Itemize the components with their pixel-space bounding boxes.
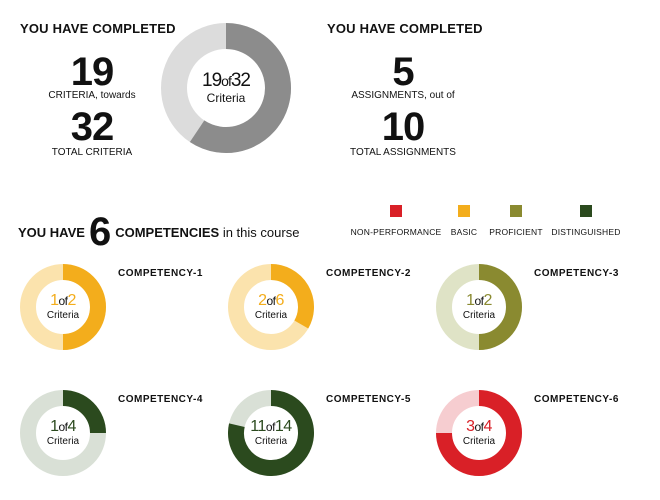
- assignments-completed-count: 5: [392, 50, 414, 94]
- competency-donut-caption: Criteria: [46, 310, 80, 321]
- competency-donut-completed: 11: [250, 418, 266, 435]
- criteria-donut-progress: [189, 23, 291, 153]
- criteria-donut-total: 32: [230, 70, 251, 91]
- competency-donut-fraction: 11of14: [250, 418, 292, 436]
- assignments-header: YOU HAVE COMPLETED: [327, 21, 483, 36]
- legend-swatch: [580, 205, 592, 217]
- competency-donut-of: of: [58, 420, 68, 434]
- competency-donut-6: 3of4 Criteria: [436, 390, 522, 476]
- criteria-completed-label: CRITERIA, towards: [48, 90, 136, 101]
- criteria-donut-fraction: 19of32: [202, 70, 251, 91]
- competency-donut-total: 4: [67, 418, 77, 435]
- criteria-donut-completed: 19: [202, 70, 222, 91]
- competency-donut-of: of: [474, 294, 484, 308]
- competency-donut-svg: [228, 264, 314, 350]
- competency-label-4: COMPETENCY-4: [118, 394, 203, 405]
- criteria-completed-count: 19: [70, 50, 115, 94]
- competency-donut-svg: [20, 390, 106, 476]
- criteria-donut-svg: [161, 23, 291, 153]
- competency-donut-of: of: [474, 420, 484, 434]
- criteria-header: YOU HAVE COMPLETED: [20, 21, 176, 36]
- competency-donut-svg: [228, 390, 314, 476]
- competency-donut-progress: [478, 264, 522, 350]
- competency-label-6: COMPETENCY-6: [534, 394, 619, 405]
- legend-swatch: [510, 205, 522, 217]
- competency-donut-5: 11of14 Criteria: [228, 390, 314, 476]
- legend-item-proficient: PROFICIENT: [486, 205, 546, 237]
- competency-donut-progress: [228, 390, 314, 476]
- competency-donut-total: 14: [274, 418, 292, 435]
- legend-label: DISTINGUISHED: [551, 227, 621, 237]
- competency-donut-fraction: 1of2: [466, 292, 492, 310]
- competency-donut-progress: [270, 264, 314, 329]
- criteria-donut-of: of: [221, 73, 232, 89]
- legend-label: BASIC: [450, 227, 478, 237]
- competency-donut-completed: 1: [50, 292, 59, 309]
- competency-donut-4: 1of4 Criteria: [20, 390, 106, 476]
- competencies-header: YOU HAVE 6 COMPETENCIES in this course: [18, 210, 299, 255]
- assignments-total-label: TOTAL ASSIGNMENTS: [350, 147, 456, 158]
- legend-label: PROFICIENT: [489, 227, 543, 237]
- legend-swatch: [458, 205, 470, 217]
- criteria-donut-caption: Criteria: [206, 91, 246, 105]
- competency-label-3: COMPETENCY-3: [534, 268, 619, 279]
- competency-donut-total: 2: [483, 292, 493, 309]
- competency-label-5: COMPETENCY-5: [326, 394, 411, 405]
- competency-donut-progress: [62, 390, 106, 434]
- competency-donut-fraction: 1of4: [50, 418, 76, 436]
- legend-item-basic: BASIC: [444, 205, 484, 237]
- legend-item-non-performance: NON-PERFORMANCE: [350, 205, 442, 237]
- legend-item-distinguished: DISTINGUISHED: [550, 205, 622, 237]
- competency-label-1: COMPETENCY-1: [118, 268, 203, 279]
- competency-donut-completed: 3: [466, 418, 475, 435]
- competency-donut-caption: Criteria: [462, 310, 496, 321]
- assignments-completed-label: ASSIGNMENTS, out of: [351, 90, 455, 101]
- competency-donut-progress: [62, 264, 106, 350]
- competency-donut-fraction: 3of4: [466, 418, 492, 436]
- criteria-donut-chart: 19of32 Criteria: [160, 22, 292, 154]
- criteria-total-count: 32: [70, 105, 115, 149]
- competency-donut-caption: Criteria: [46, 436, 80, 447]
- competency-donut-fraction: 1of2: [50, 292, 76, 310]
- competency-donut-total: 2: [67, 292, 77, 309]
- criteria-total-label: TOTAL CRITERIA: [51, 147, 133, 158]
- competency-donut-caption: Criteria: [254, 310, 288, 321]
- competency-donut-of: of: [58, 294, 68, 308]
- competency-donut-of: of: [265, 420, 276, 434]
- competency-donut-total: 6: [275, 292, 285, 309]
- legend-swatch: [390, 205, 402, 217]
- competencies-header-word: COMPETENCIES: [115, 225, 220, 240]
- competencies-count: 6: [88, 210, 112, 254]
- competency-donut-completed: 2: [258, 292, 267, 309]
- competency-label-2: COMPETENCY-2: [326, 268, 411, 279]
- competency-donut-caption: Criteria: [254, 436, 288, 447]
- competency-donut-3: 1of2 Criteria: [436, 264, 522, 350]
- competency-donut-svg: [436, 390, 522, 476]
- competencies-header-prefix: YOU HAVE: [18, 225, 85, 240]
- competency-donut-completed: 1: [50, 418, 59, 435]
- competency-donut-progress: [436, 390, 522, 476]
- legend-label: NON-PERFORMANCE: [350, 227, 442, 237]
- competencies-header-suffix: in this course: [222, 225, 300, 240]
- competency-donut-fraction: 2of6: [258, 292, 284, 310]
- competency-donut-total: 4: [483, 418, 493, 435]
- assignments-total-count: 10: [381, 105, 426, 149]
- competency-donut-caption: Criteria: [462, 436, 496, 447]
- competency-donut-svg: [20, 264, 106, 350]
- competency-donut-completed: 1: [466, 292, 475, 309]
- competency-donut-1: 1of2 Criteria: [20, 264, 106, 350]
- competency-donut-of: of: [266, 294, 276, 308]
- competency-donut-svg: [436, 264, 522, 350]
- competency-donut-2: 2of6 Criteria: [228, 264, 314, 350]
